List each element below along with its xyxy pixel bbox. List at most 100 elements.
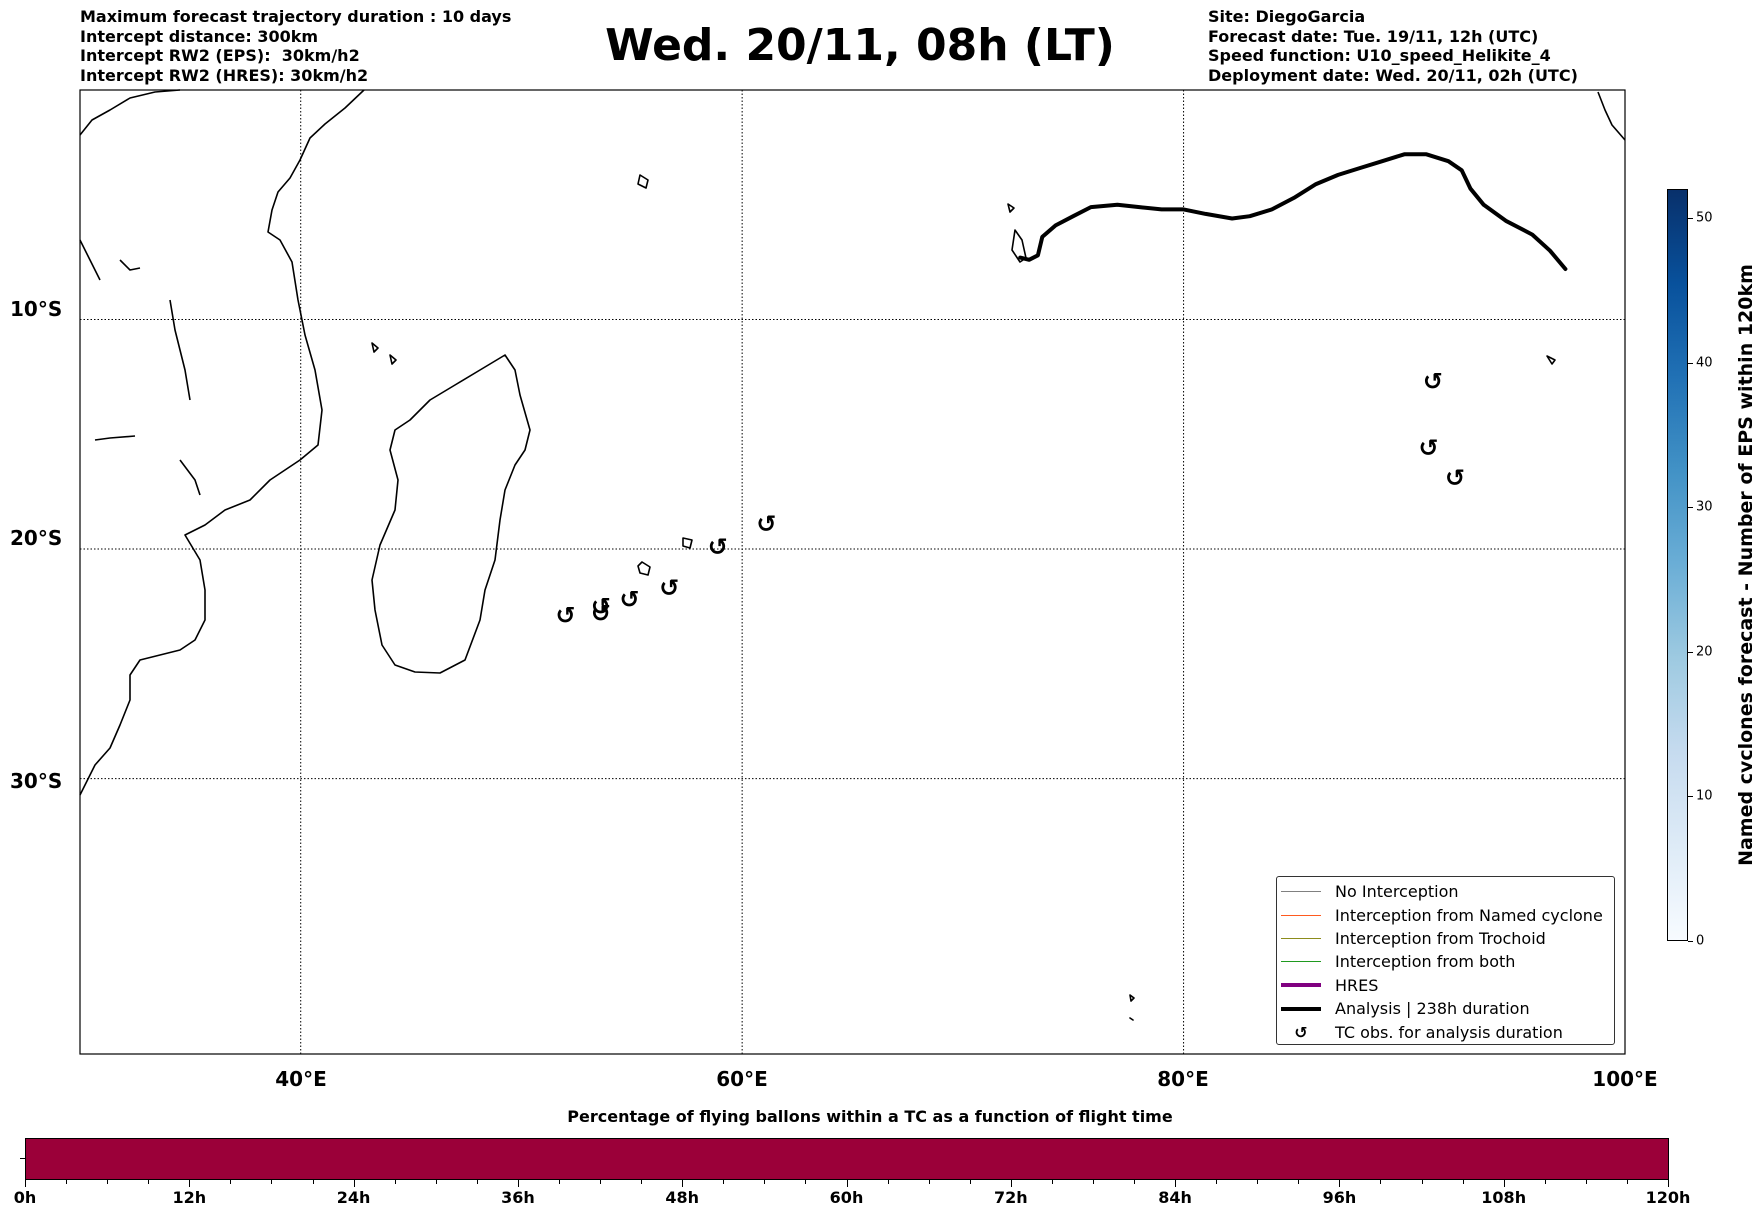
flight-time-major-tick: [1668, 1180, 1669, 1187]
legend-line-black: [1281, 1006, 1321, 1011]
flight-time-tick-label: 24h: [336, 1188, 371, 1207]
flight-time-minor-tick: [1626, 1180, 1628, 1184]
legend-line-gray: [1281, 891, 1321, 893]
flight-time-minor-tick: [1257, 1180, 1259, 1184]
legend-item-hres: HRES: [1277, 974, 1614, 997]
flight-time-minor-tick: [394, 1180, 396, 1184]
flight-time-tick-label: 96h: [1322, 1188, 1357, 1207]
eps-colorbar: [1667, 189, 1688, 941]
flight-time-minor-tick: [805, 1180, 807, 1184]
colorbar-tick-label: 30: [1696, 499, 1713, 515]
flight-time-minor-tick: [107, 1180, 109, 1184]
tc-obs-marker: ↺: [556, 602, 576, 630]
flight-time-axis-tick: [20, 1158, 25, 1159]
colorbar-tick: [1688, 217, 1693, 219]
map-legend: No Interception Interception from Named …: [1276, 876, 1615, 1045]
colorbar-tick: [1688, 651, 1693, 653]
legend-label: Interception from Named cyclone: [1335, 905, 1603, 925]
header-left-info: Maximum forecast trajectory duration : 1…: [80, 7, 511, 85]
lon-label-100e: 100°E: [1592, 1067, 1658, 1091]
flight-time-tick-label: 60h: [829, 1188, 864, 1207]
flight-time-minor-tick: [66, 1180, 68, 1184]
lat-label-30s: 30°S: [10, 769, 63, 793]
flight-time-major-tick: [846, 1180, 848, 1187]
flight-time-tick-label: 12h: [172, 1188, 207, 1207]
colorbar-tick: [1688, 796, 1693, 798]
tc-obs-marker: ↺: [1419, 434, 1439, 462]
flight-time-minor-tick: [1585, 1180, 1587, 1184]
flight-time-minor-tick: [1298, 1180, 1300, 1184]
flight-time-minor-tick: [764, 1180, 766, 1184]
tc-obs-marker: ↺: [1445, 464, 1465, 492]
flight-time-tick-label: 0h: [13, 1188, 37, 1207]
legend-label: TC obs. for analysis duration: [1335, 1022, 1563, 1042]
lon-label-40e: 40°E: [275, 1067, 327, 1091]
flight-time-tick-label: 120h: [1645, 1188, 1691, 1207]
flight-time-minor-tick: [723, 1180, 725, 1184]
lat-label-20s: 20°S: [10, 526, 63, 550]
tc-obs-marker: ↺: [620, 586, 640, 614]
flight-time-tick-label: 36h: [501, 1188, 535, 1207]
coastline-africa: [79, 89, 365, 796]
flight-time-minor-tick: [148, 1180, 150, 1184]
header-intercept-hres: Intercept RW2 (HRES): 30km/h2: [80, 65, 369, 85]
flight-time-minor-tick: [1134, 1180, 1136, 1184]
flight-time-tick-label: 108h: [1481, 1188, 1527, 1207]
legend-label: HRES: [1335, 975, 1379, 995]
header-intercept-distance: Intercept distance: 300km: [80, 26, 319, 46]
flight-time-minor-tick: [1421, 1180, 1423, 1184]
colorbar-tick: [1688, 362, 1693, 364]
legend-item-tc-obs: ↺ TC obs. for analysis duration: [1277, 1020, 1614, 1043]
flight-time-minor-tick: [1462, 1180, 1464, 1184]
legend-item-analysis: Analysis | 238h duration: [1277, 997, 1614, 1020]
flight-time-minor-tick: [312, 1180, 314, 1184]
coastline-madagascar: [371, 354, 531, 674]
legend-label: Interception from Trochoid: [1335, 928, 1546, 948]
flight-time-major-tick: [1175, 1180, 1177, 1187]
flight-time-minor-tick: [1092, 1180, 1094, 1184]
flight-time-minor-tick: [1544, 1180, 1546, 1184]
flight-time-minor-tick: [969, 1180, 971, 1184]
header-speed-function: Speed function: U10_speed_Helikite_4: [1208, 46, 1551, 65]
colorbar-tick-label: 20: [1696, 644, 1713, 660]
lon-label-60e: 60°E: [716, 1067, 768, 1091]
flight-time-minor-tick: [558, 1180, 560, 1184]
flight-time-major-tick: [1503, 1180, 1505, 1187]
flight-time-major-tick: [353, 1180, 355, 1187]
flight-time-bar: [25, 1138, 1669, 1180]
colorbar-tick: [1688, 507, 1693, 509]
island-chagos: [1007, 203, 1015, 213]
coastline-arabia: [79, 89, 201, 496]
legend-line-purple: [1281, 983, 1321, 988]
eps-colorbar-label: Named cyclones forecast - Number of EPS …: [1735, 264, 1752, 866]
flight-time-tick-label: 48h: [665, 1188, 700, 1207]
header-site: Site: DiegoGarcia: [1208, 7, 1366, 26]
island-amsterdam: [1129, 994, 1135, 1021]
flight-time-minor-tick: [887, 1180, 889, 1184]
legend-line-olive: [1281, 937, 1321, 939]
island-mauritius: [637, 561, 651, 576]
island-seychelles: [637, 174, 649, 189]
cyclone-symbol-icon: ↺: [1294, 1022, 1308, 1042]
lon-label-80e: 80°E: [1157, 1067, 1209, 1091]
legend-item-named-cyclone: Interception from Named cyclone: [1277, 903, 1614, 926]
colorbar-tick-label: 40: [1696, 355, 1713, 371]
lat-label-10s: 10°S: [10, 297, 63, 321]
tc-obs-marker: ↺: [591, 592, 611, 620]
island-reunion: [682, 537, 693, 549]
flight-time-minor-tick: [928, 1180, 930, 1184]
flight-time-tick-label: 72h: [993, 1188, 1028, 1207]
flight-time-minor-tick: [271, 1180, 273, 1184]
flight-time-minor-tick: [1051, 1180, 1053, 1184]
header-max-duration: Maximum forecast trajectory duration : 1…: [80, 7, 512, 26]
tc-obs-marker: ↺: [708, 533, 728, 561]
flight-time-minor-tick: [1380, 1180, 1382, 1184]
tc-obs-marker: ↺: [659, 574, 679, 602]
legend-line-green: [1281, 961, 1321, 963]
legend-label: Analysis | 238h duration: [1335, 999, 1530, 1019]
flight-time-tick-label: 84h: [1158, 1188, 1192, 1207]
header-right-info: Site: DiegoGarcia Forecast date: Tue. 19…: [1208, 7, 1578, 85]
legend-item-no-interception: No Interception: [1277, 880, 1614, 903]
page-title: Wed. 20/11, 08h (LT): [605, 20, 1115, 71]
